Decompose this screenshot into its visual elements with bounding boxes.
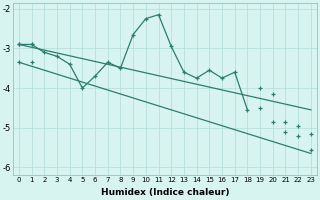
X-axis label: Humidex (Indice chaleur): Humidex (Indice chaleur) xyxy=(100,188,229,197)
